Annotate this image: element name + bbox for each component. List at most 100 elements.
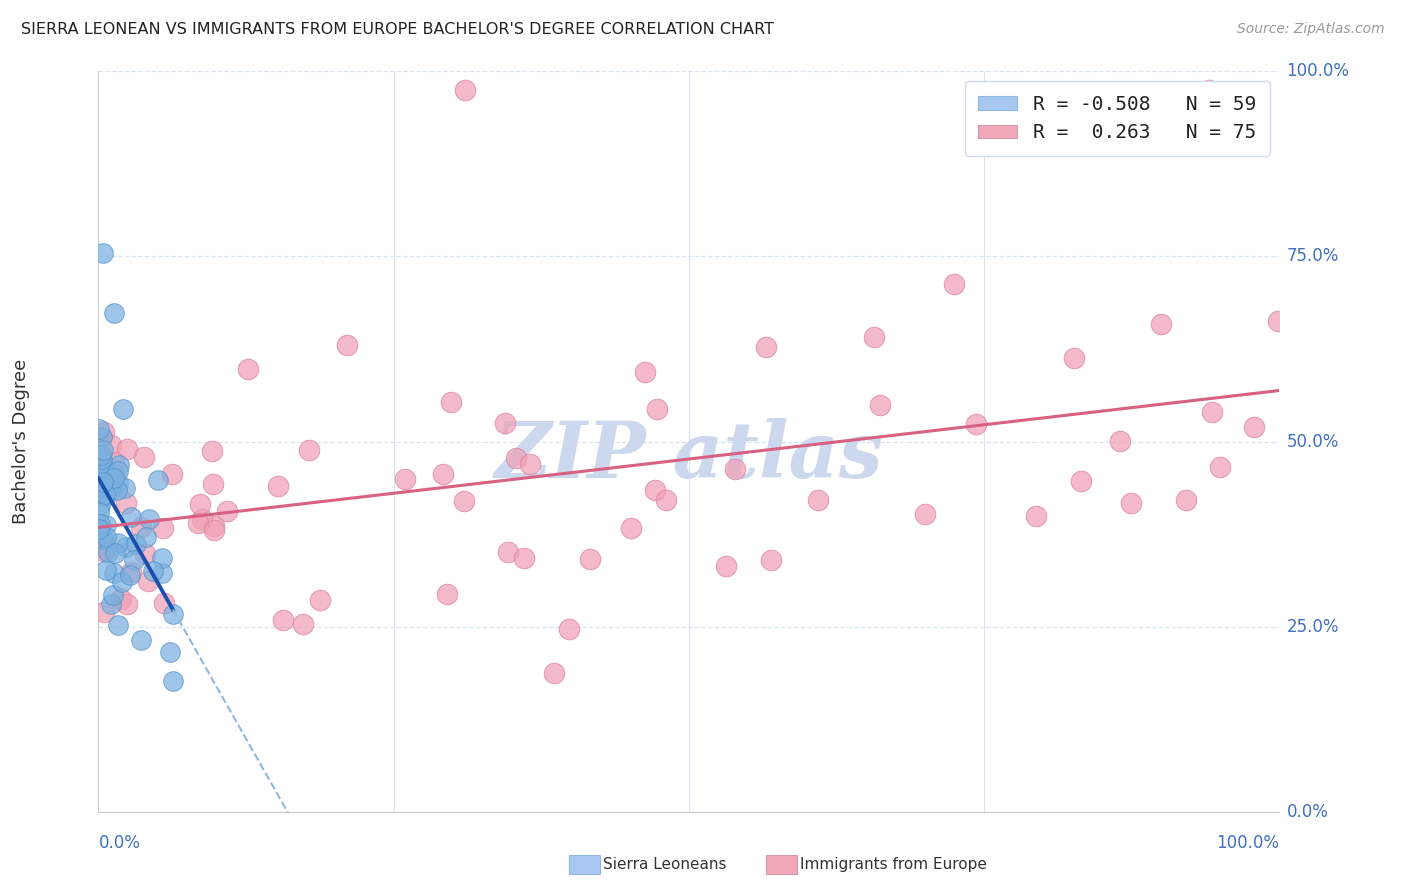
Point — [91, 245, 114, 260]
Point — [202, 519, 225, 533]
Point — [91, 460, 114, 475]
Point — [103, 455, 125, 469]
Point — [101, 588, 124, 602]
Point — [1070, 474, 1092, 488]
Point — [111, 402, 134, 417]
Point — [122, 553, 145, 567]
Point — [1267, 314, 1289, 328]
Point — [120, 568, 142, 582]
Point — [432, 467, 454, 481]
Point — [90, 448, 112, 462]
Point — [558, 622, 581, 636]
Point — [494, 416, 516, 430]
Point — [103, 566, 125, 580]
Point — [100, 482, 122, 496]
Text: Source: ZipAtlas.com: Source: ZipAtlas.com — [1237, 22, 1385, 37]
Text: SIERRA LEONEAN VS IMMIGRANTS FROM EUROPE BACHELOR'S DEGREE CORRELATION CHART: SIERRA LEONEAN VS IMMIGRANTS FROM EUROPE… — [21, 22, 775, 37]
Point — [759, 553, 782, 567]
Point — [914, 507, 936, 521]
Point — [152, 566, 174, 581]
Point — [100, 438, 122, 452]
Point — [91, 452, 114, 467]
Point — [138, 512, 160, 526]
Point — [309, 593, 332, 607]
Point — [103, 306, 125, 320]
Point — [107, 483, 129, 497]
Point — [134, 547, 156, 561]
Point — [107, 464, 129, 478]
Point — [129, 520, 152, 534]
Point — [162, 607, 184, 621]
Legend: R = -0.508   N = 59, R =  0.263   N = 75: R = -0.508 N = 59, R = 0.263 N = 75 — [965, 81, 1270, 156]
Point — [1198, 83, 1220, 97]
Point — [291, 617, 314, 632]
Point — [191, 511, 214, 525]
Point — [152, 521, 174, 535]
Point — [89, 516, 111, 531]
Point — [655, 493, 678, 508]
Point — [91, 533, 114, 547]
Point — [107, 618, 129, 632]
Point — [93, 462, 115, 476]
Text: 50.0%: 50.0% — [1286, 433, 1339, 450]
Text: 0.0%: 0.0% — [1286, 803, 1329, 821]
Point — [94, 542, 117, 557]
Point — [543, 665, 565, 680]
Point — [201, 444, 224, 458]
Point — [152, 596, 174, 610]
Point — [440, 395, 463, 409]
Point — [89, 422, 111, 436]
Point — [117, 442, 139, 456]
Point — [1209, 459, 1232, 474]
Point — [93, 544, 115, 558]
Point — [107, 476, 129, 491]
Point — [267, 479, 290, 493]
Point — [107, 458, 129, 472]
Point — [103, 471, 125, 485]
Point — [150, 550, 173, 565]
Point — [91, 478, 114, 492]
Point — [336, 338, 359, 352]
Point — [869, 398, 891, 412]
Point — [436, 587, 458, 601]
Point — [132, 450, 155, 464]
Point — [1175, 493, 1198, 508]
Point — [202, 477, 225, 491]
Point — [89, 522, 111, 536]
Text: Bachelor's Degree: Bachelor's Degree — [13, 359, 30, 524]
Point — [644, 483, 666, 497]
Text: 25.0%: 25.0% — [1286, 617, 1339, 636]
Point — [188, 497, 211, 511]
Point — [1243, 419, 1265, 434]
Point — [91, 489, 114, 503]
Point — [94, 563, 117, 577]
Point — [942, 277, 965, 291]
Point — [807, 493, 830, 508]
Point — [238, 361, 260, 376]
Point — [100, 598, 122, 612]
Point — [202, 523, 225, 537]
Point — [453, 494, 475, 508]
Point — [146, 473, 169, 487]
Point — [215, 504, 238, 518]
Text: 0.0%: 0.0% — [98, 834, 141, 852]
Text: 100.0%: 100.0% — [1216, 834, 1279, 852]
Point — [160, 467, 183, 482]
Point — [135, 530, 157, 544]
Text: 100.0%: 100.0% — [1286, 62, 1350, 80]
Point — [107, 536, 129, 550]
Text: Immigrants from Europe: Immigrants from Europe — [800, 857, 987, 871]
Point — [453, 83, 475, 97]
Point — [125, 536, 148, 550]
Point — [142, 565, 165, 579]
Point — [93, 425, 115, 440]
Point — [519, 457, 541, 471]
Point — [114, 496, 136, 510]
Point — [634, 365, 657, 379]
Point — [91, 442, 114, 457]
Point — [87, 468, 110, 483]
Point — [1025, 508, 1047, 523]
Point — [496, 545, 519, 559]
Point — [1150, 317, 1173, 331]
Point — [89, 498, 111, 512]
